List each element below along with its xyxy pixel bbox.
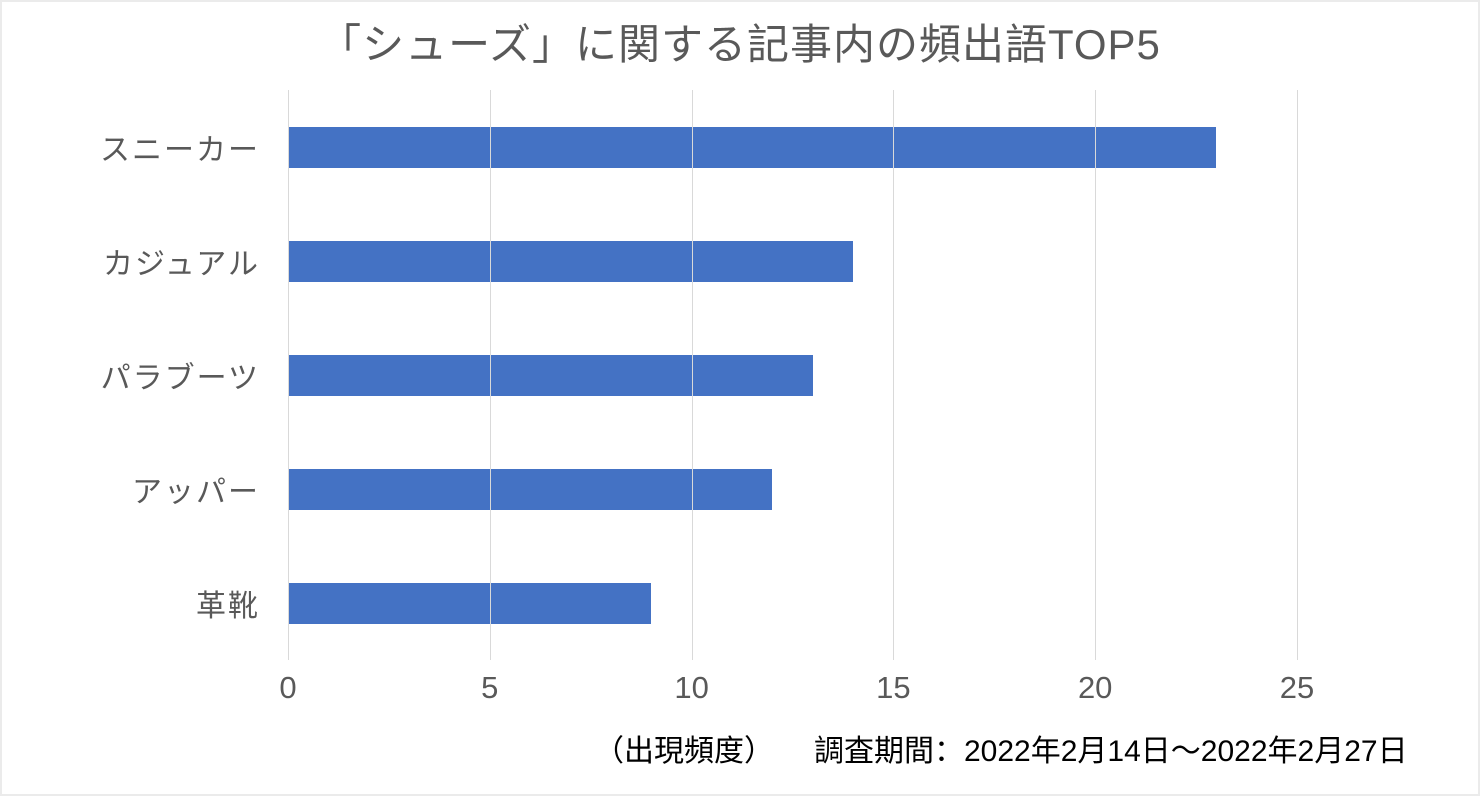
survey-period-label: 調査期間：2022年2月14日～2022年2月27日 [814,735,1408,768]
x-tick-label: 20 [1077,670,1113,705]
bar-row [288,432,1297,546]
x-axis: 0 5 10 15 20 25 [279,670,1314,712]
x-tick-label: 10 [674,670,709,705]
bar-1 [288,126,1217,168]
bar-row [288,318,1297,432]
category-label: アッパー [132,476,260,509]
gridline [691,90,693,660]
category-label: 革靴 [196,590,260,623]
gridline [1095,90,1097,660]
bar-5 [288,582,652,624]
x-tick-label: 0 [279,670,297,705]
category-label: スニーカー [100,134,260,167]
chart-title: 「シューズ」に関する記事内の頻出語TOP5 [319,21,1161,68]
bar-4 [288,468,773,510]
bar-rows [288,90,1297,660]
gridline [288,90,289,660]
x-tick-label: 5 [481,670,499,705]
bar-row [288,204,1297,318]
bar-row [288,546,1297,660]
category-label: カジュアル [103,248,260,281]
bar-2 [288,240,854,282]
category-label: パラブーツ [100,362,260,395]
bar-row [288,90,1297,204]
gridline [893,90,895,660]
gridline [1297,90,1298,660]
x-axis-unit-label: （出現頻度） [594,735,774,768]
category-labels: スニーカーカジュアルパラブーツアッパー革靴 [2,90,260,660]
plot-area [288,90,1298,660]
x-tick-label: 25 [1279,670,1315,705]
bar-3 [288,354,813,396]
x-tick-label: 15 [876,670,911,705]
gridline [489,90,491,660]
